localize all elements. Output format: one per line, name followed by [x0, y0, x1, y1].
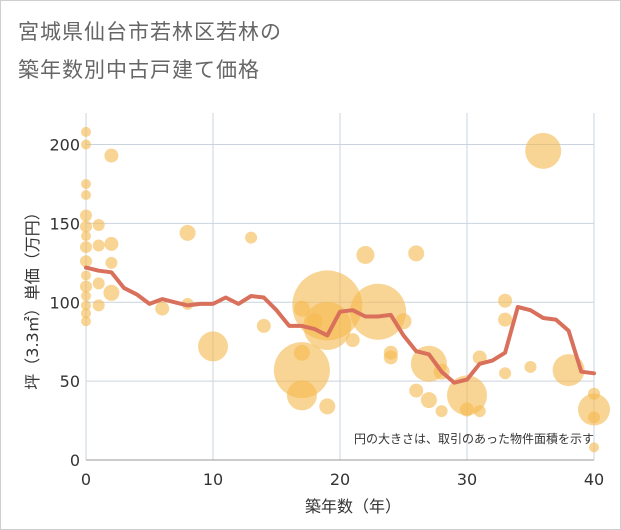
bubble-point — [81, 300, 91, 311]
bubble-point — [589, 442, 599, 453]
bubble-point — [198, 331, 228, 362]
bubble-point — [350, 283, 407, 340]
average-line-series — [84, 265, 596, 385]
y-tick-label: 50 — [60, 372, 80, 391]
bubble-point — [104, 236, 119, 251]
x-tick-label: 30 — [457, 470, 477, 489]
bubble-size-note: 円の大きさは、取引のあった物件面積を示す — [354, 431, 594, 446]
bubble-point — [81, 270, 91, 281]
y-tick-label: 0 — [70, 451, 80, 470]
average-price-line — [84, 265, 596, 385]
bubble-series — [80, 126, 610, 453]
bubble-point — [81, 178, 91, 189]
bubble-point — [80, 280, 92, 293]
bubble-point — [473, 405, 486, 418]
bubble-point — [81, 308, 91, 319]
bubble-point — [273, 342, 330, 399]
bubble-point — [80, 220, 92, 233]
bubble-point — [245, 231, 258, 244]
bubble-point — [409, 383, 424, 398]
bubble-point — [447, 375, 487, 416]
y-tick-label: 200 — [49, 136, 80, 155]
bubble-point — [383, 350, 398, 365]
y-axis-label: 坪（3.3㎡）単価（万円） — [23, 204, 42, 389]
bubble-point — [81, 231, 91, 242]
bubble-point — [92, 299, 105, 312]
x-axis-label: 築年数（年） — [305, 497, 401, 516]
bubble-point — [319, 398, 336, 415]
bubble-point — [498, 293, 513, 308]
bubble-point — [498, 312, 513, 327]
bubble-point — [81, 139, 91, 150]
bubble-point — [92, 277, 105, 290]
bubble-point — [588, 411, 600, 424]
bubble-point — [81, 316, 91, 327]
bubble-point — [81, 126, 91, 137]
bubble-point — [408, 245, 425, 262]
bubble-point — [81, 290, 91, 301]
bubble-point — [345, 333, 360, 348]
bubble-point — [80, 255, 92, 268]
bubble-point — [80, 241, 92, 254]
y-tick-label: 100 — [49, 293, 80, 312]
x-tick-label: 10 — [203, 470, 223, 489]
chart-title-line-1: 宮城県仙台市若林区若林の — [18, 20, 282, 44]
bubble-point — [420, 392, 437, 409]
bubble-point — [435, 405, 448, 418]
bubble-point — [81, 190, 91, 201]
x-tick-label: 20 — [330, 470, 350, 489]
bubble-point — [104, 148, 119, 163]
bubble-point — [499, 367, 512, 380]
bubble-point — [80, 209, 92, 222]
x-tick-label: 40 — [584, 470, 604, 489]
bubble-point — [286, 380, 317, 411]
bubble-point — [578, 393, 610, 426]
y-tick-label: 150 — [49, 214, 80, 233]
bubble-point — [525, 132, 562, 169]
bubble-point — [155, 301, 170, 316]
bubble-point — [92, 239, 105, 252]
bubble-point — [105, 256, 118, 269]
bubble-point — [256, 318, 271, 333]
chart-title-line-2: 築年数別中古戸建て価格 — [18, 58, 260, 82]
bubble-point — [460, 402, 474, 417]
x-tick-label: 0 — [81, 470, 91, 489]
bubble-point — [179, 224, 196, 241]
bubble-point — [303, 301, 352, 350]
bubble-point — [103, 284, 120, 301]
bubble-point — [92, 218, 105, 231]
bubble-point — [524, 360, 537, 373]
axis-ticks: 0 10 20 30 40 0 50 100 150 200 — [49, 136, 604, 489]
bubble-point — [356, 245, 375, 264]
